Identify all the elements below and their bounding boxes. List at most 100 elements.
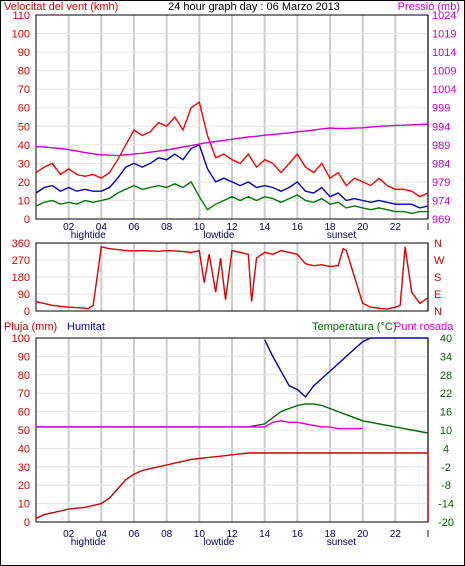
humidity-series-line [264, 337, 428, 398]
pressure-y-tick-label: 979 [432, 177, 450, 189]
direction-y-tick-label: 180 [12, 272, 30, 284]
plot-frame [35, 242, 429, 312]
temperature-axis-title: Temperatura (°C) [312, 321, 396, 333]
temperature-y-tick-label: -20 [438, 517, 454, 529]
rain-y-tick-label: 30 [18, 462, 30, 474]
rain-y-tick-label: 80 [18, 370, 30, 382]
pressure-y-tick-label: 1019 [432, 29, 456, 41]
rain-y-tick-label: 20 [18, 480, 30, 492]
temperature-y-tick-label: -8 [441, 480, 451, 492]
wind-y-tick-label: 30 [18, 158, 30, 170]
temperature-y-tick-label: 40 [440, 333, 452, 345]
wind-y-tick-label: 50 [18, 121, 30, 133]
pressure-y-tick-label: 1004 [432, 84, 456, 96]
temperature-y-tick-label: 16 [440, 407, 452, 419]
hour-tick-label: 22 [390, 222, 402, 233]
direction-y-tick-label: 90 [18, 289, 30, 301]
direction-y-tick-label: 0 [24, 306, 30, 318]
event-label-sunset: sunset [327, 230, 357, 241]
rain-y-tick-label: 100 [12, 333, 30, 345]
wind-axis-title: Velocitat del vent (kmh) [4, 1, 118, 13]
pressure-y-tick-label: 1009 [432, 66, 456, 78]
humidity-axis-title: Humitat [67, 321, 105, 333]
hour-tick-label: 06 [128, 222, 140, 233]
temperature-y-tick-label: 4 [443, 443, 449, 455]
plot-frame [35, 14, 429, 220]
hour-tick-label: 12 [226, 529, 238, 540]
rain-y-tick-label: 40 [18, 443, 30, 455]
pressure-y-tick-label: 974 [432, 195, 450, 207]
hour-tick-label: 08 [161, 222, 173, 233]
rain-humidity-temperature-panel: 0 10 20 30 40 50 60 70 80 90 100 -20 -14 -8 -2 4 10 16 22 2… [12, 333, 454, 529]
hour-tick-label: 16 [292, 222, 304, 233]
plot-frame [35, 337, 429, 523]
rain-series-line [35, 452, 428, 519]
hour-tick-label: 06 [128, 529, 140, 540]
avg-series-line [35, 143, 429, 209]
rain-y-tick-label: 70 [18, 388, 30, 400]
compass-label: S [434, 272, 441, 284]
rain-y-tick-label: 90 [18, 351, 30, 363]
hour-tick-label: 14 [259, 222, 271, 233]
pressure-series-line [35, 123, 429, 157]
rain-axis-title: Pluja (mm) [4, 321, 57, 333]
hour-tick-label: 04 [96, 222, 108, 233]
hour-tick-label: 10 [194, 529, 206, 540]
direction-y-tick-label: 360 [12, 238, 30, 250]
hour-tick-label: 08 [161, 529, 173, 540]
wind-y-tick-label: 40 [18, 140, 30, 152]
hour-tick-label: 16 [292, 529, 304, 540]
direction-y-tick-label: 270 [12, 255, 30, 267]
pressure-y-tick-label: 969 [432, 214, 450, 226]
temperature-y-tick-label: -14 [438, 499, 454, 511]
wind-y-tick-label: 80 [18, 66, 30, 78]
temperature-y-tick-label: 34 [440, 351, 452, 363]
hour-tick-label: 20 [357, 222, 369, 233]
hour-tick-label: 12 [226, 222, 238, 233]
hour-tick-label: 22 [390, 529, 402, 540]
direction-series-line [35, 245, 429, 310]
pressure-axis-title: Pressió (mb) [398, 1, 460, 13]
hour-tick-label: I [427, 222, 430, 233]
wind-y-tick-label: 100 [12, 29, 30, 41]
graph-title: 24 hour graph day : 06 Marzo 2013 [168, 1, 340, 13]
temperature-y-tick-label: 22 [440, 388, 452, 400]
hour-tick-label: 18 [324, 529, 336, 540]
pressure-y-tick-label: 999 [432, 103, 450, 115]
dewpoint-series-line [36, 420, 363, 430]
low-series-line [35, 180, 428, 215]
wind-y-tick-label: 110 [12, 10, 30, 22]
wind-y-tick-label: 90 [18, 47, 30, 59]
temperature-y-tick-label: -2 [441, 462, 451, 474]
wind-y-tick-label: 70 [18, 84, 30, 96]
wind-y-tick-label: 10 [18, 195, 30, 207]
compass-label: N [434, 238, 442, 250]
rain-y-tick-label: 0 [24, 517, 30, 529]
wind-y-tick-label: 60 [18, 103, 30, 115]
event-label-hightide: hightide [71, 230, 106, 241]
dewpoint-axis-title: Punt rosada [394, 321, 454, 333]
temperature-y-tick-label: 10 [440, 425, 452, 437]
hour-tick-label: 02 [63, 529, 75, 540]
pressure-y-tick-label: 994 [432, 121, 450, 133]
wind-pressure-panel: 0 10 20 30 40 50 60 70 80 90 100 110 969 974 979 984 989… [12, 10, 457, 226]
pressure-y-tick-label: 989 [432, 140, 450, 152]
hour-tick-label: I [427, 529, 430, 540]
hour-tick-label: 18 [324, 222, 336, 233]
event-label-lowtide: lowtide [203, 537, 235, 548]
compass-label: W [434, 255, 445, 267]
hour-tick-label: 10 [194, 222, 206, 233]
event-label-sunset: sunset [327, 537, 357, 548]
compass-label: E [434, 289, 441, 301]
temperature-y-tick-label: 28 [440, 370, 452, 382]
rain-y-tick-label: 50 [18, 425, 30, 437]
pressure-y-tick-label: 984 [432, 158, 450, 170]
event-label-hightide: hightide [71, 537, 106, 548]
hour-tick-label: 02 [63, 222, 75, 233]
rain-y-tick-label: 10 [18, 499, 30, 511]
hour-tick-label: 14 [259, 529, 271, 540]
